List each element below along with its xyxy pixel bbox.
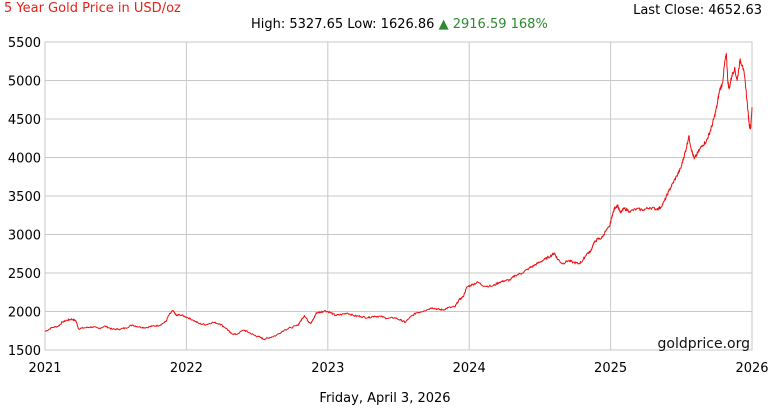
x-tick-label: 2022 (170, 361, 203, 376)
high-low-summary: High: 5327.65 Low: 1626.86 ▲ 2916.59 168… (251, 17, 548, 32)
footer-date: Friday, April 3, 2026 (319, 391, 451, 406)
change-value: 2916.59 168% (452, 17, 548, 32)
watermark-text: goldprice.org (658, 336, 750, 352)
high-low-text: High: 5327.65 Low: 1626.86 (251, 17, 435, 32)
y-tick-label: 5500 (8, 36, 41, 51)
y-tick-label: 5000 (8, 75, 41, 90)
chart-title: 5 Year Gold Price in USD/oz (4, 1, 181, 16)
y-tick-label: 1500 (8, 344, 41, 359)
y-tick-label: 4500 (8, 113, 41, 128)
x-tick-label: 2024 (453, 361, 486, 376)
y-tick-label: 2500 (8, 267, 41, 282)
gold-price-line (44, 52, 753, 341)
chart-grid (44, 41, 753, 351)
last-close-readout: Last Close: 4652.63 (633, 3, 762, 18)
y-tick-label: 4000 (8, 152, 41, 167)
x-tick-label: 2025 (594, 361, 627, 376)
x-tick-label: 2021 (28, 361, 61, 376)
x-tick-label: 2023 (311, 361, 344, 376)
chart-tick-labels: 1500 2000 2500 3000 3500 4000 4500 5000 5500 2021… (8, 36, 769, 376)
y-tick-label: 3500 (8, 190, 41, 205)
y-tick-label: 3000 (8, 229, 41, 244)
y-tick-label: 2000 (8, 306, 41, 321)
change-up-arrow-icon: ▲ (438, 17, 449, 32)
chart-series (44, 52, 753, 341)
x-tick-label: 2026 (735, 361, 768, 376)
